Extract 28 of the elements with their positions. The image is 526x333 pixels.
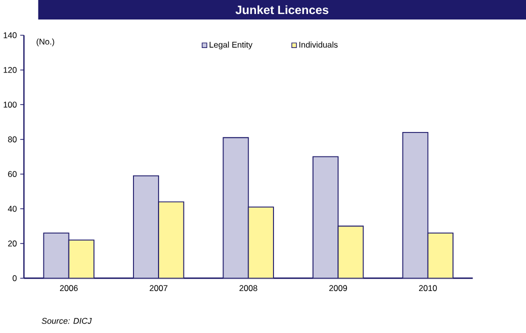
bar [68, 240, 94, 278]
y-axis-title: (No.) [36, 38, 54, 46]
y-tick-label: 100 [4, 102, 17, 108]
source-note: Source: DICJ [42, 318, 92, 324]
y-tick-label: 20 [8, 240, 17, 246]
bar [43, 232, 70, 278]
x-tick-label: 2010 [419, 285, 437, 292]
bar [222, 137, 249, 278]
bar [158, 201, 184, 278]
bar [402, 132, 428, 278]
y-tick-label: 80 [8, 136, 17, 142]
bar [248, 206, 274, 278]
y-tick-label: 120 [4, 67, 17, 73]
bar [132, 175, 160, 278]
x-tick-label: 2009 [329, 285, 347, 292]
legend-label: Individuals [299, 42, 338, 48]
x-tick-label: 2008 [240, 285, 258, 292]
y-tick-label: 60 [8, 171, 17, 178]
bar [427, 232, 454, 278]
bar [338, 226, 364, 278]
y-tick-label: 40 [8, 206, 17, 212]
y-tick-label: 140 [4, 32, 17, 38]
legend-label: Legal Entity [210, 42, 252, 50]
x-tick-label: 2007 [150, 285, 168, 292]
bar [312, 156, 339, 278]
chart-title: Junket Licences [236, 5, 328, 14]
x-tick-label: 2006 [60, 285, 78, 292]
y-tick-label: 0 [12, 275, 17, 282]
